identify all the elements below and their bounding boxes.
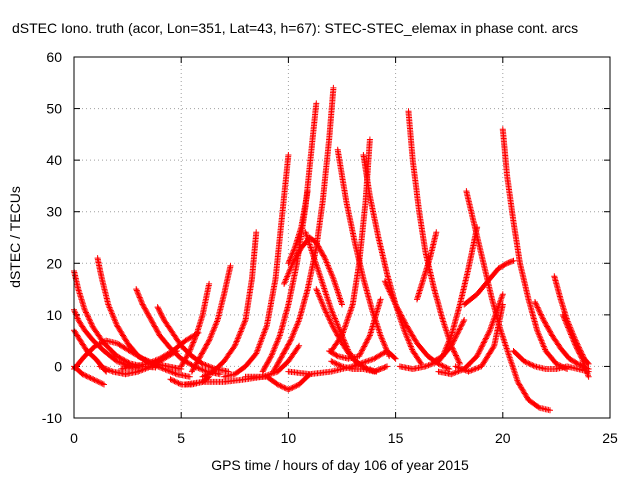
data-arc xyxy=(510,348,592,375)
data-arc-points xyxy=(510,348,592,375)
data-arc xyxy=(242,371,313,393)
data-arc-points xyxy=(285,348,399,378)
data-arc-points xyxy=(559,311,592,380)
x-tick-labels: 0 5 10 15 20 25 xyxy=(70,430,618,446)
data-arc-points xyxy=(118,329,202,372)
x-tick-label: 25 xyxy=(602,430,618,446)
data-arc-points xyxy=(532,299,592,372)
data-arc-points xyxy=(285,188,311,267)
x-axis-label: GPS time / hours of day 106 of year 2015 xyxy=(211,457,469,473)
data-arc xyxy=(118,329,202,372)
data-arc xyxy=(270,84,337,375)
plot-frame xyxy=(73,56,611,419)
y-tick-label: 10 xyxy=(46,307,62,323)
y-axis-label: dSTEC / TECUs xyxy=(7,186,23,288)
x-tick-label: 5 xyxy=(177,430,185,446)
data-arc xyxy=(559,311,592,380)
data-points xyxy=(71,84,592,414)
y-tick-label: 40 xyxy=(46,152,62,168)
data-arc xyxy=(328,358,390,375)
y-tick-label: 60 xyxy=(46,49,62,65)
data-arc-points xyxy=(221,152,292,380)
data-arc xyxy=(452,301,506,375)
data-arc xyxy=(188,262,234,375)
data-arc-points xyxy=(463,188,553,414)
data-arc-points xyxy=(551,273,592,367)
data-arc-points xyxy=(431,224,481,365)
data-arc xyxy=(281,234,345,308)
data-arc-points xyxy=(499,126,571,372)
data-arc xyxy=(178,280,213,370)
data-arc-points xyxy=(242,371,313,393)
data-arc xyxy=(551,273,592,367)
data-arc-points xyxy=(199,229,260,380)
data-arc xyxy=(285,348,399,378)
x-tick-label: 10 xyxy=(281,430,297,446)
data-arc xyxy=(499,126,571,372)
data-arc-points xyxy=(461,257,517,308)
x-tick-label: 20 xyxy=(495,430,511,446)
data-arc xyxy=(199,229,260,380)
y-tick-label: -10 xyxy=(42,410,62,426)
data-arc xyxy=(414,229,440,303)
data-arc xyxy=(461,257,517,308)
y-tick-labels: -10 0 10 20 30 40 50 60 xyxy=(42,49,62,426)
data-arc-points xyxy=(188,262,234,375)
y-tick-label: 50 xyxy=(46,101,62,117)
data-arc-points xyxy=(270,84,337,375)
y-tick-label: 20 xyxy=(46,255,62,271)
data-arc xyxy=(285,188,311,267)
data-arc xyxy=(94,255,193,380)
data-arc-points xyxy=(178,280,213,370)
data-arc xyxy=(532,299,592,372)
data-arc-points xyxy=(94,255,193,380)
chart-title: dSTEC Iono. truth (acor, Lon=351, Lat=43… xyxy=(12,20,578,36)
x-tick-label: 0 xyxy=(70,430,78,446)
data-arc xyxy=(463,188,553,414)
data-arc-points xyxy=(281,234,345,308)
data-arc-points xyxy=(328,358,390,375)
data-arc xyxy=(221,152,292,380)
x-tick-label: 15 xyxy=(388,430,404,446)
y-tick-label: 0 xyxy=(54,358,62,374)
y-tick-label: 30 xyxy=(46,204,62,220)
data-arc-points xyxy=(414,229,440,303)
data-arc xyxy=(431,224,481,365)
data-arc-points xyxy=(452,301,506,375)
